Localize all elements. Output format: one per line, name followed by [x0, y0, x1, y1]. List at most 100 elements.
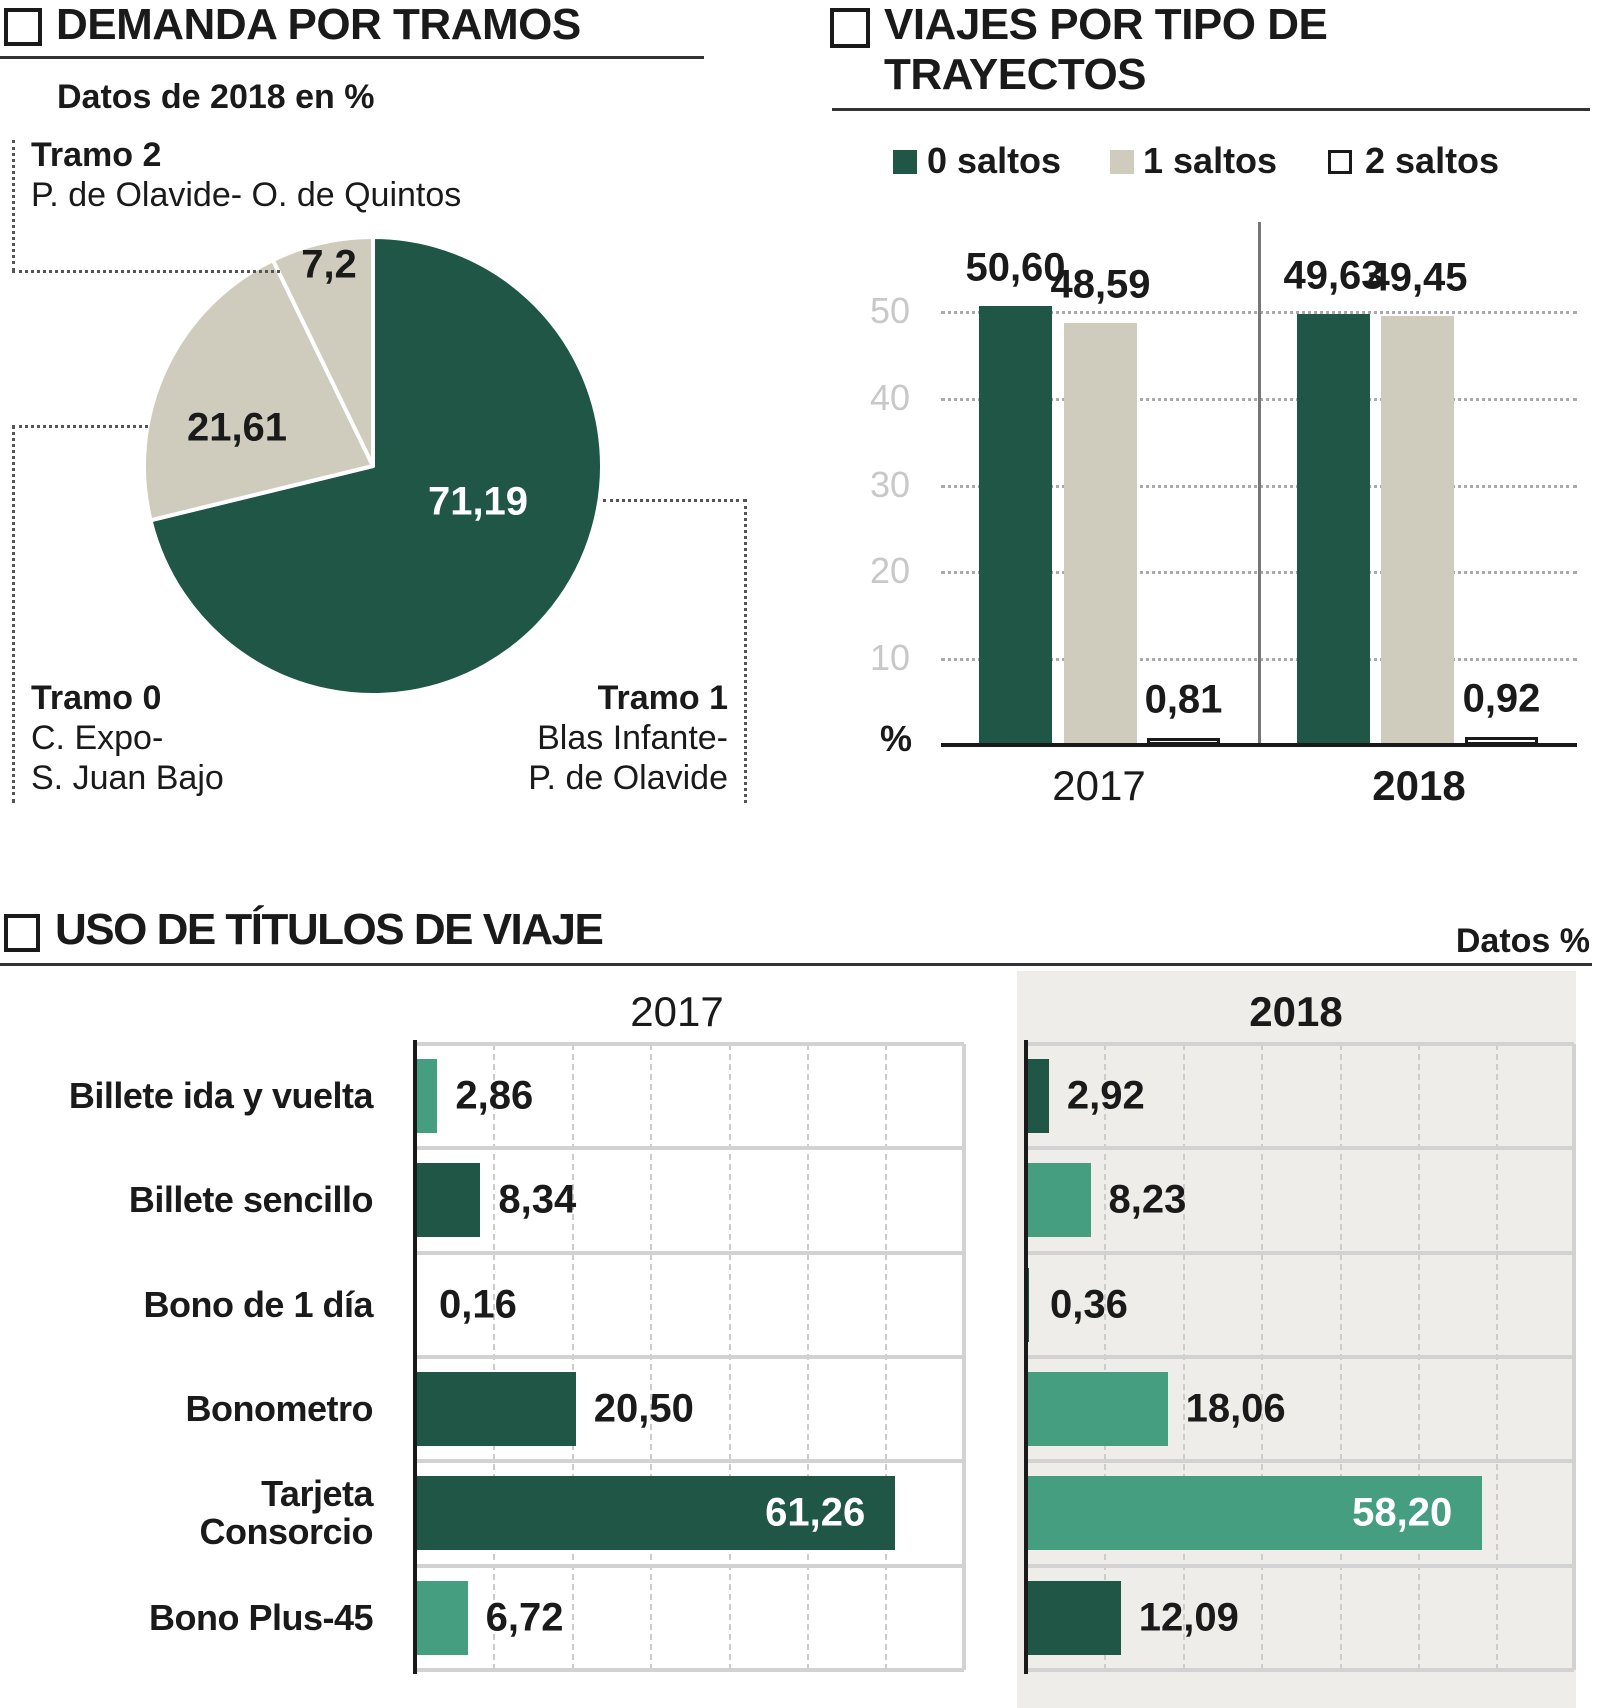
row-separator — [1026, 1042, 1574, 1046]
bar-2018-tarjeta-consorcio — [1026, 1476, 1483, 1551]
bar-2017-tarjeta-consorcio — [415, 1476, 896, 1551]
bar-value-label: 49,45 — [1367, 255, 1468, 300]
leader-tramo1 — [744, 499, 747, 803]
bar-value-label: 6,72 — [485, 1595, 564, 1640]
category-label: Bono de 1 día — [143, 1283, 373, 1325]
pie-value-label: 71,19 — [427, 479, 529, 524]
category-label: Tarjeta Consorcio — [199, 1475, 373, 1551]
leader-tramo2 — [12, 140, 15, 271]
bar-value-label: 0,92 — [1462, 676, 1541, 721]
bar-title: VIAJES POR TIPO DE TRAYECTOS — [884, 0, 1328, 99]
leader-tramo1-h — [603, 499, 746, 502]
bar-value-label: 20,50 — [593, 1386, 694, 1431]
pie-title-rule — [0, 56, 704, 59]
row-separator — [415, 1563, 964, 1568]
bar-2017-billete-sencillo — [415, 1163, 481, 1238]
legend-tramo2: Tramo 2 P. de Olavide- O. de Quintos — [31, 135, 461, 215]
leader-tramo2-h — [12, 270, 280, 273]
row-separator — [1026, 1146, 1574, 1151]
bar-value-label: 12,09 — [1138, 1595, 1239, 1640]
tramo1-name: Tramo 1 — [597, 679, 728, 717]
bar-value-label: 2,92 — [1066, 1073, 1145, 1118]
bar-value-label: 0,81 — [1144, 677, 1223, 722]
row-separator — [415, 1459, 964, 1464]
tramo1-detail-1: Blas Infante- — [537, 719, 728, 757]
row-separator — [415, 1042, 964, 1046]
tramo1-detail-2: P. de Olavide — [528, 759, 728, 797]
row-separator — [415, 1667, 964, 1672]
row-separator — [1026, 1250, 1574, 1255]
leader-tramo0 — [12, 425, 15, 803]
legend-label-0-saltos: 0 saltos — [927, 140, 1062, 181]
title-box-icon — [4, 8, 42, 46]
category-label: Bonometro — [185, 1388, 374, 1430]
bar-2018-bonometro — [1026, 1372, 1168, 1447]
bar-2017-bono-plus-45 — [415, 1580, 468, 1655]
category-label: Billete sencillo — [128, 1179, 374, 1221]
pie-slice-tramo-2 — [270, 235, 375, 468]
pie-slice-tramo-0 — [142, 258, 375, 523]
tramo0-name: Tramo 0 — [31, 679, 162, 717]
leader-tramo0-h — [12, 425, 148, 428]
legend-tramo1: Tramo 1 Blas Infante- P. de Olavide — [528, 678, 728, 798]
x-label-2018: 2018 — [1372, 762, 1466, 809]
bar-1-saltos-2017 — [1064, 323, 1137, 745]
bar-2018-billete-sencillo — [1026, 1163, 1091, 1238]
tramo0-detail-2: S. Juan Bajo — [31, 759, 224, 797]
row-separator — [1026, 1667, 1574, 1672]
title-box-icon — [4, 914, 40, 952]
row-separator — [415, 1250, 964, 1255]
legend-label-1-saltos: 1 saltos — [1143, 140, 1278, 181]
row-separator — [415, 1354, 964, 1359]
panel-label-2017: 2017 — [630, 988, 724, 1035]
row-separator — [415, 1146, 964, 1151]
bar-value-label: 58,20 — [1352, 1490, 1453, 1535]
row-separator — [1026, 1563, 1574, 1568]
pie-chart — [142, 235, 604, 697]
legend-label-2-saltos: 2 saltos — [1365, 140, 1500, 181]
legend-tramo0: Tramo 0 C. Expo- S. Juan Bajo — [31, 678, 224, 798]
y-tick-label: 50 — [869, 290, 911, 331]
x-label-2017: 2017 — [1052, 762, 1146, 809]
tramo2-detail: P. de Olavide- O. de Quintos — [31, 176, 462, 214]
title-box-icon — [830, 8, 870, 48]
bar-value-label: 18,06 — [1185, 1386, 1286, 1431]
pie-value-label: 7,2 — [301, 242, 357, 287]
pie-title: DEMANDA POR TRAMOS — [56, 0, 581, 49]
titulos-title-rule — [0, 963, 1592, 966]
bar-value-label: 8,23 — [1108, 1177, 1187, 1222]
pie-value-label: 21,61 — [186, 405, 288, 450]
bar-value-label: 49,63 — [1283, 253, 1384, 298]
panel-axis-2017 — [413, 1040, 417, 1674]
bar-value-label: 8,34 — [498, 1177, 577, 1222]
row-separator — [1026, 1459, 1574, 1464]
row-separator — [1026, 1354, 1574, 1359]
y-axis-unit: % — [880, 718, 913, 759]
category-label: Bono Plus-45 — [148, 1596, 374, 1638]
legend-swatch-2-saltos — [1328, 150, 1352, 174]
bar-2018-bono-plus-45 — [1026, 1580, 1121, 1655]
pie-subtitle: Datos de 2018 en % — [57, 78, 375, 116]
bar-1-saltos-2018 — [1381, 315, 1454, 745]
y-tick-label: 30 — [869, 463, 911, 505]
y-tick-label: 40 — [869, 376, 911, 418]
y-tick-label: 10 — [869, 637, 911, 679]
legend-swatch-1-saltos — [1110, 150, 1134, 174]
bar-value-label: 48,59 — [1050, 262, 1151, 307]
tramo2-name: Tramo 2 — [31, 136, 162, 174]
bar-0-saltos-2017 — [979, 305, 1052, 745]
tramo0-detail-1: C. Expo- — [31, 719, 164, 757]
pie-slice-tramo-1 — [148, 235, 604, 697]
bar-value-label: 61,26 — [765, 1490, 866, 1535]
panel-right-border — [1572, 1044, 1576, 1670]
bar-2017-billete-ida-y-vuelta — [415, 1059, 438, 1134]
category-label: Billete ida y vuelta — [68, 1075, 374, 1117]
bar-2018-billete-ida-y-vuelta — [1026, 1059, 1049, 1134]
category-label-line: Consorcio — [199, 1511, 373, 1553]
bar-value-label: 0,16 — [439, 1282, 517, 1327]
group-divider — [1258, 222, 1261, 745]
y-tick-label: 20 — [869, 550, 911, 592]
bar-title-rule — [832, 108, 1590, 111]
panel-label-2018: 2018 — [1249, 988, 1343, 1035]
bar-0-saltos-2018 — [1297, 314, 1370, 745]
